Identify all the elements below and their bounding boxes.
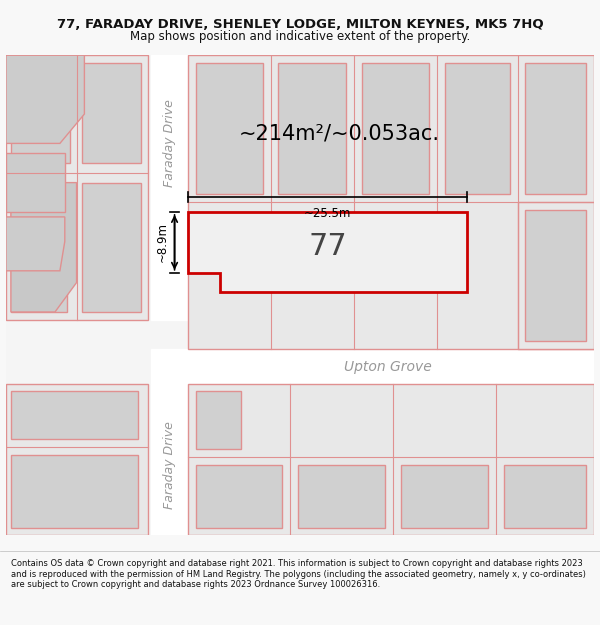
Polygon shape	[526, 210, 586, 341]
Polygon shape	[504, 465, 586, 528]
Text: Faraday Drive: Faraday Drive	[163, 421, 176, 509]
Polygon shape	[82, 182, 141, 312]
Polygon shape	[188, 212, 467, 292]
Polygon shape	[196, 391, 241, 449]
Polygon shape	[278, 63, 346, 194]
Text: Contains OS data © Crown copyright and database right 2021. This information is : Contains OS data © Crown copyright and d…	[11, 559, 586, 589]
Polygon shape	[6, 55, 85, 143]
Polygon shape	[11, 182, 77, 312]
Text: 77, FARADAY DRIVE, SHENLEY LODGE, MILTON KEYNES, MK5 7HQ: 77, FARADAY DRIVE, SHENLEY LODGE, MILTON…	[56, 18, 544, 31]
Text: 77: 77	[308, 232, 347, 261]
Polygon shape	[6, 153, 65, 212]
Text: ~25.5m: ~25.5m	[304, 207, 351, 220]
Polygon shape	[401, 465, 488, 528]
Polygon shape	[445, 63, 510, 194]
Text: Faraday Drive: Faraday Drive	[163, 99, 176, 188]
Polygon shape	[11, 182, 67, 312]
Polygon shape	[362, 63, 430, 194]
Polygon shape	[196, 465, 283, 528]
Polygon shape	[11, 391, 139, 439]
Polygon shape	[188, 384, 594, 536]
Polygon shape	[6, 217, 65, 271]
Text: ~8.9m: ~8.9m	[155, 222, 169, 262]
Bar	[151, 384, 188, 536]
Polygon shape	[518, 202, 594, 349]
Polygon shape	[6, 384, 148, 536]
Text: ~214m²/~0.053ac.: ~214m²/~0.053ac.	[239, 124, 440, 144]
Polygon shape	[188, 55, 594, 349]
Polygon shape	[196, 63, 263, 194]
Polygon shape	[82, 63, 141, 163]
Text: Upton Grove: Upton Grove	[344, 360, 432, 374]
Polygon shape	[11, 63, 70, 163]
Polygon shape	[298, 465, 385, 528]
Polygon shape	[526, 63, 586, 194]
Text: Map shows position and indicative extent of the property.: Map shows position and indicative extent…	[130, 30, 470, 43]
Polygon shape	[6, 55, 148, 320]
Polygon shape	[11, 455, 139, 528]
Bar	[151, 55, 188, 320]
Bar	[151, 349, 594, 384]
